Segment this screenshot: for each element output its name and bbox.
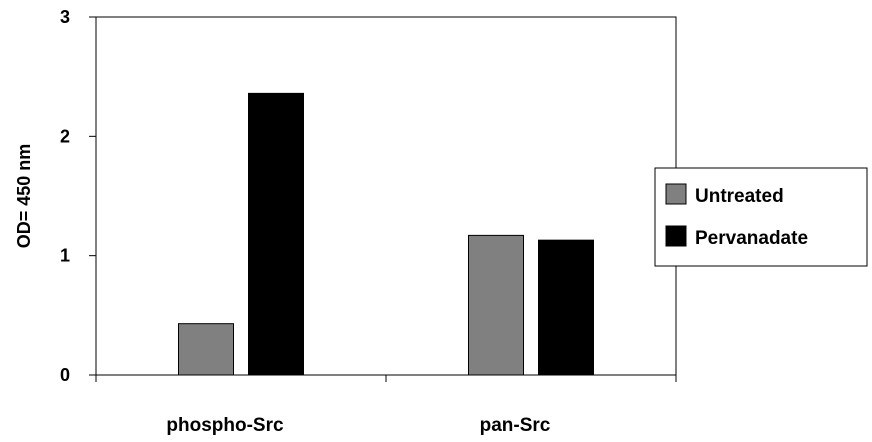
- legend-label-pervanadate: Pervanadate: [695, 228, 808, 249]
- x-category-label: phospho-Src: [166, 415, 284, 436]
- legend: Untreated Pervanadate: [654, 167, 868, 267]
- bar-pervanadate-phospho-src: [248, 92, 304, 376]
- y-axis: 0 1 2 3: [60, 7, 97, 385]
- y-tick-label: 0: [60, 365, 70, 385]
- bar-untreated-phospho-src: [178, 323, 234, 376]
- y-axis-title: OD= 450 nm: [14, 144, 34, 249]
- bar-pervanadate-pan-src: [538, 239, 594, 376]
- x-category-label: pan-Src: [480, 415, 551, 436]
- legend-box: [654, 167, 868, 267]
- x-axis: phospho-Src pan-Src: [95, 374, 677, 436]
- y-tick-label: 1: [60, 246, 70, 266]
- legend-swatch-untreated: [665, 183, 687, 205]
- bar-untreated-pan-src: [468, 234, 524, 376]
- bar-series: [178, 92, 594, 376]
- y-tick-label: 3: [60, 7, 70, 27]
- legend-label-untreated: Untreated: [695, 186, 784, 207]
- legend-swatch-pervanadate: [665, 225, 687, 247]
- y-tick-label: 2: [60, 126, 70, 146]
